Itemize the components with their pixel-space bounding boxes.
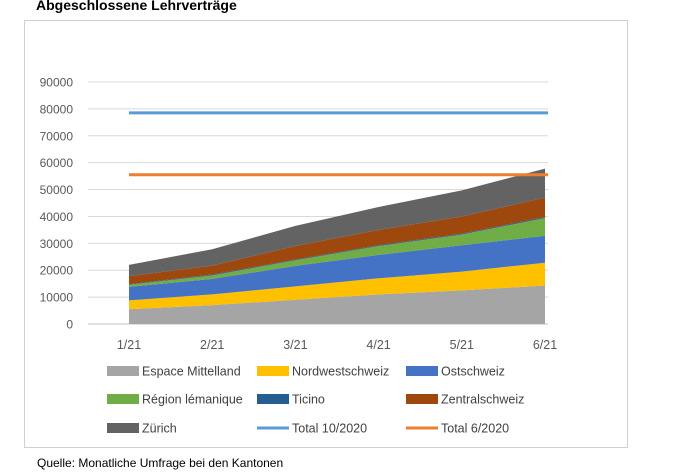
legend-item: Total 10/2020 — [257, 422, 367, 436]
x-tick-label: 1/21 — [117, 338, 141, 352]
y-tick-label: 40000 — [40, 210, 74, 224]
legend-item: Zentralschweiz — [406, 393, 524, 407]
legend-item: Ostschweiz — [406, 365, 505, 379]
legend-swatch — [107, 394, 139, 404]
legend-label: Zentralschweiz — [441, 393, 524, 407]
legend-label: Total 6/2020 — [441, 422, 509, 436]
x-tick-label: 3/21 — [283, 338, 307, 352]
y-axis: 0 10000 20000 30000 40000 50000 60000 70000 8000… — [40, 76, 74, 332]
area-z-rich — [129, 168, 545, 277]
y-tick-label: 60000 — [40, 156, 74, 170]
legend-label: Nordwestschweiz — [292, 365, 389, 379]
legend-swatch — [107, 366, 139, 376]
area-nordwestschweiz — [129, 262, 545, 310]
legend-label: Espace Mittelland — [142, 365, 241, 379]
reference-lines — [129, 111, 548, 177]
chart-title: Abgeschlossene Lehrverträge — [36, 0, 237, 13]
source-note: Quelle: Monatliche Umfrage bei den Kanto… — [37, 456, 284, 470]
chart-frame — [24, 20, 628, 448]
legend-swatch — [406, 394, 438, 404]
area-zentralschweiz — [129, 197, 545, 285]
legend-swatch — [257, 394, 289, 404]
legend-item: Total 6/2020 — [406, 422, 509, 436]
legend-item: Espace Mittelland — [107, 365, 241, 379]
legend-label: Zürich — [142, 422, 177, 436]
legend-swatch — [406, 366, 438, 376]
legend-label: Ostschweiz — [441, 365, 505, 379]
x-axis: 1/21 2/21 3/21 4/21 5/21 6/21 — [117, 338, 557, 352]
x-tick-label: 6/21 — [533, 338, 557, 352]
area-espace-mittelland — [129, 285, 545, 324]
legend-swatch — [107, 423, 139, 433]
legend-item: Zürich — [107, 422, 177, 436]
legend-item: Région lémanique — [107, 393, 243, 407]
area-ostschweiz — [129, 235, 545, 301]
legend: Espace Mittelland Nordwestschweiz Ostschwe… — [107, 365, 524, 436]
legend-label: Région lémanique — [142, 393, 243, 407]
x-tick-label: 2/21 — [200, 338, 224, 352]
legend-label: Total 10/2020 — [292, 422, 367, 436]
y-tick-label: 30000 — [40, 237, 74, 251]
y-tick-label: 0 — [66, 318, 73, 332]
legend-label: Ticino — [292, 393, 325, 407]
y-tick-label: 10000 — [40, 291, 74, 305]
legend-item: Nordwestschweiz — [257, 365, 389, 379]
legend-swatch — [257, 366, 289, 376]
y-tick-label: 20000 — [40, 264, 74, 278]
y-tick-label: 80000 — [40, 102, 74, 116]
stacked-areas — [129, 168, 545, 324]
legend-item: Ticino — [257, 393, 325, 407]
y-tick-label: 90000 — [40, 76, 74, 90]
y-tick-label: 70000 — [40, 129, 74, 143]
x-tick-label: 5/21 — [450, 338, 474, 352]
x-tick-label: 4/21 — [366, 338, 390, 352]
y-tick-label: 50000 — [40, 183, 74, 197]
